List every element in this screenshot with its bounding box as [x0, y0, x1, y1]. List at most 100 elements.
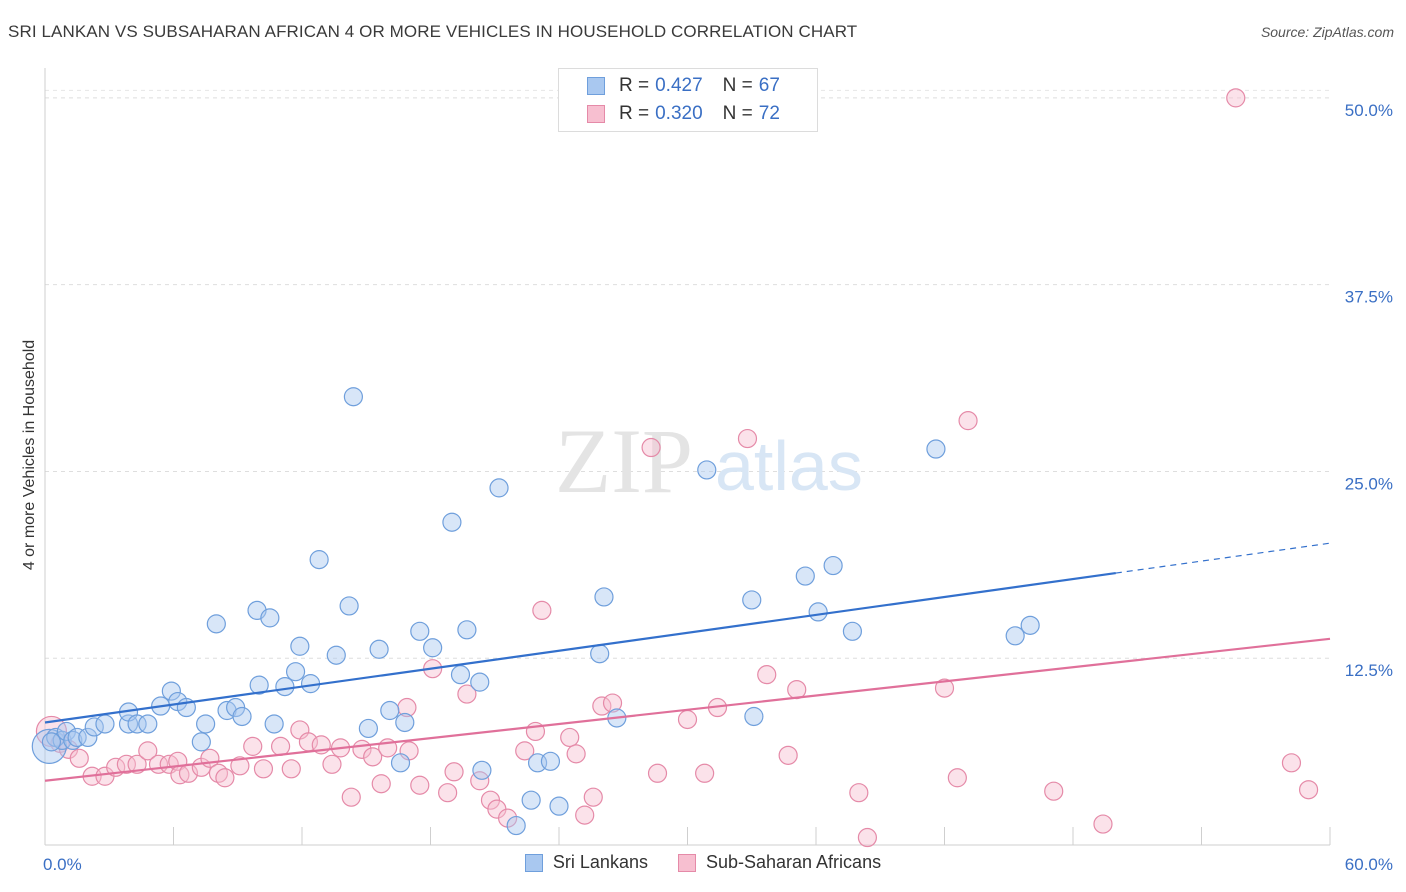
sub-saharan-point — [215, 768, 235, 788]
sri-lankan-point — [926, 439, 946, 459]
sub-saharan-point — [641, 437, 661, 458]
sri-lankan-point — [842, 621, 863, 641]
sri-lankan-point — [264, 714, 284, 734]
sub-saharan-point — [602, 693, 623, 713]
sub-saharan-point — [116, 754, 136, 774]
sub-saharan-point — [69, 748, 89, 768]
legend-row-sri-lankans: R = 0.427 N = 67 — [587, 74, 780, 98]
sub-saharan-point — [583, 787, 603, 807]
sri-lankan-point — [442, 512, 462, 532]
legend-item-sub-saharan[interactable]: Sub-Saharan Africans — [677, 852, 882, 873]
sri-lankan-point — [309, 550, 329, 570]
series-legend: Sri Lankans Sub-Saharan Africans — [0, 852, 1406, 873]
sub-saharan-point — [857, 827, 878, 848]
tick-labels: 12.5% 25.0% 37.5% 50.0% 0.0% 60.0% — [43, 101, 1393, 874]
sub-saharan-point — [575, 805, 595, 825]
sri-lankan-point — [742, 590, 762, 610]
sri-lankan-point — [84, 717, 104, 737]
sri-lankan-point — [339, 596, 359, 616]
sub-saharan-point — [444, 762, 464, 782]
sub-saharan-point — [695, 763, 715, 783]
sri-lankan-point — [450, 665, 471, 685]
sub-saharan-point — [677, 709, 698, 730]
legend-row-sub-saharan: R = 0.320 N = 72 — [587, 102, 780, 126]
x-tick-label-min: 0.0% — [43, 855, 82, 874]
sub-saharan-point — [1281, 753, 1302, 773]
sub-saharan-point — [138, 741, 158, 761]
legend-n-value: 67 — [758, 75, 780, 96]
sri-lankan-point — [457, 620, 477, 640]
sri-lankan-point — [161, 681, 181, 701]
sub-saharan-point — [560, 727, 580, 748]
sri-lankan-trend-extension — [1115, 542, 1331, 574]
sri-lankan-point — [410, 621, 430, 641]
sri-lankan-point — [549, 796, 569, 816]
sri-lankan-point — [196, 714, 216, 734]
sub-saharan-point — [341, 787, 361, 807]
sri-lankan-point — [285, 662, 306, 682]
sub-saharan-point — [371, 774, 391, 794]
sri-lankan-point — [343, 387, 363, 407]
watermark: ZIP atlas — [555, 410, 863, 512]
legend-swatch-pink — [677, 853, 696, 872]
sri-lankan-point — [369, 639, 389, 659]
sri-lankan-point — [506, 815, 526, 836]
legend-label: Sub-Saharan Africans — [705, 852, 882, 872]
sri-lankan-point — [290, 636, 310, 656]
legend-r-label: R = — [619, 103, 650, 124]
sub-saharan-point — [757, 665, 777, 685]
sri-lankan-point — [423, 638, 443, 658]
sri-lankan-point — [275, 677, 295, 697]
watermark-atlas: atlas — [715, 427, 863, 505]
y-tick-label: 37.5% — [1345, 288, 1393, 307]
sri-lankan-point — [744, 706, 764, 727]
correlation-legend: R = 0.427 N = 67 R = 0.320 N = 72 — [558, 68, 818, 132]
sub-saharan-point — [947, 768, 967, 788]
series-sub-saharan-points — [35, 88, 1319, 848]
sri-lankan-point — [41, 732, 62, 752]
sub-saharan-point — [1226, 88, 1246, 108]
trend-lines — [44, 542, 1331, 782]
legend-r-value: 0.320 — [655, 103, 703, 124]
sub-saharan-point — [1093, 814, 1113, 834]
sri-lankan-point — [395, 712, 415, 733]
sub-saharan-point — [270, 736, 291, 756]
sub-saharan-point — [243, 736, 263, 756]
sri-lankan-point — [380, 700, 400, 721]
sub-saharan-point — [363, 747, 383, 767]
sri-lankan-point — [470, 672, 490, 692]
sri-lankan-point — [594, 587, 614, 607]
sri-lankan-point — [232, 706, 252, 727]
legend-swatch-blue — [524, 853, 543, 872]
source-credit: Source: ZipAtlas.com — [1260, 24, 1394, 40]
sri-lankan-point — [590, 644, 610, 664]
sub-saharan-point — [787, 679, 807, 700]
sub-saharan-point — [934, 678, 955, 698]
sri-lankan-point — [67, 727, 87, 748]
sri-lankan-trend-line — [44, 571, 1116, 724]
legend-n-label: N = — [722, 75, 753, 96]
sri-lankan-point — [326, 645, 346, 665]
sub-saharan-point — [1298, 780, 1319, 800]
sri-lankan-point — [1005, 626, 1025, 646]
sub-saharan-point — [958, 411, 978, 431]
sub-saharan-point — [438, 783, 458, 803]
sri-lankan-point — [540, 751, 561, 771]
sri-lankan-point — [521, 790, 541, 810]
sri-lankan-point — [489, 478, 509, 498]
sub-saharan-point — [532, 600, 552, 621]
sub-saharan-point — [127, 754, 147, 774]
sub-saharan-point — [457, 684, 477, 704]
sri-lankan-point — [138, 714, 158, 734]
sub-saharan-point — [566, 744, 586, 764]
sri-lankan-point — [795, 566, 815, 586]
watermark-zip: ZIP — [555, 410, 693, 512]
y-axis-title: 4 or more Vehicles in Household — [21, 339, 38, 571]
legend-label: Sri Lankans — [552, 852, 648, 872]
legend-n-value: 72 — [758, 103, 780, 124]
legend-item-sri-lankans[interactable]: Sri Lankans — [524, 852, 648, 873]
chart-title: SRI LANKAN VS SUBSAHARAN AFRICAN 4 OR MO… — [8, 22, 858, 41]
sub-saharan-point — [253, 759, 274, 779]
sri-lankan-point — [697, 460, 717, 480]
